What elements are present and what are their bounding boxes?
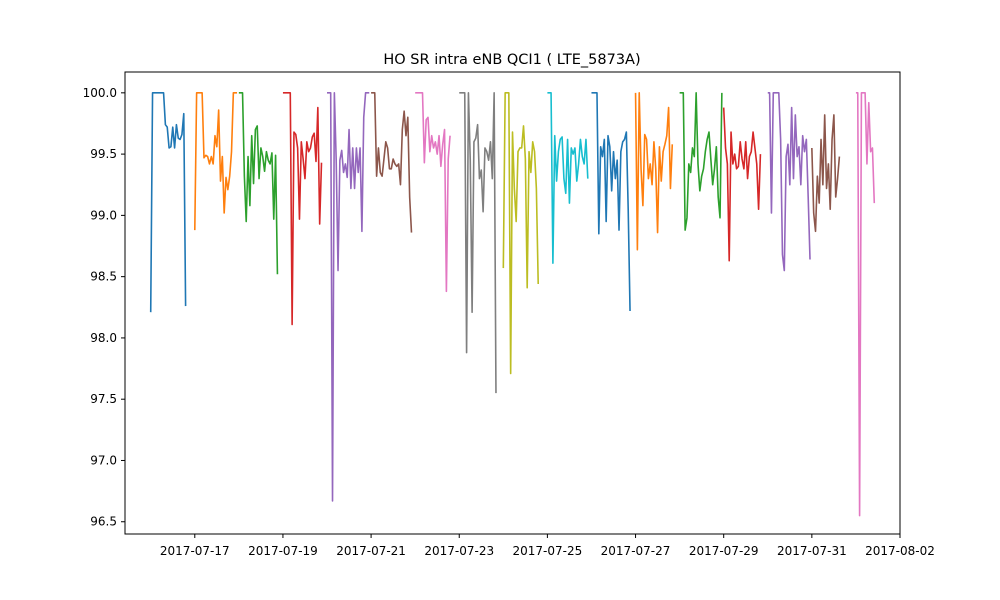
x-tick-label: 2017-07-27: [601, 544, 671, 558]
series-line-2017-07-27: [634, 92, 674, 251]
series-line-2017-07-17: [193, 92, 238, 231]
y-tick-label: 97.5: [90, 392, 117, 406]
y-tick-label: 99.5: [90, 147, 117, 161]
series-line-2017-07-22: [415, 92, 451, 293]
series-line-2017-07-20: [327, 92, 370, 502]
y-tick-label: 98.0: [90, 331, 117, 345]
x-tick-label: 2017-07-17: [160, 544, 230, 558]
series-line-2017-07-29: [722, 107, 762, 262]
y-tick-label: 98.5: [90, 270, 117, 284]
x-tick-label: 2017-07-31: [777, 544, 847, 558]
y-tick-label: 99.0: [90, 208, 117, 222]
x-tick-label: 2017-07-29: [689, 544, 759, 558]
series-line-2017-08-01: [855, 92, 876, 517]
x-tick-label: 2017-07-23: [424, 544, 494, 558]
series-line-2017-07-18: [238, 92, 279, 275]
series-line-2017-07-31: [811, 114, 841, 233]
x-axis-ticks: 2017-07-17 2017-07-19 2017-07-21 2017-07-23…: [160, 534, 935, 558]
series-line-2017-07-26: [591, 92, 631, 311]
y-tick-label: 96.5: [90, 515, 117, 529]
series-line-2017-07-28: [679, 92, 723, 231]
series-line-2017-07-25: [547, 92, 589, 264]
y-tick-label: 97.0: [90, 453, 117, 467]
series-line-2017-07-24: [502, 92, 540, 375]
series-line-2017-07-23: [459, 92, 497, 394]
series-line-2017-07-16: [149, 92, 187, 313]
x-tick-label: 2017-07-25: [513, 544, 583, 558]
series-line-2017-07-21: [371, 92, 413, 233]
x-tick-label: 2017-08-02: [865, 544, 935, 558]
y-axis-ticks: 96.5 97.0 97.5 98.0 98.5 99.0 99.5 100.0: [83, 86, 125, 529]
chart-title: HO SR intra eNB QCI1 ( LTE_5873A): [383, 52, 640, 68]
series-line-2017-07-19: [282, 92, 323, 326]
series-line-2017-07-30: [767, 92, 811, 272]
x-tick-label: 2017-07-19: [248, 544, 318, 558]
series-layer: [149, 92, 876, 517]
plot-frame: [124, 71, 901, 535]
y-tick-label: 100.0: [83, 86, 117, 100]
x-tick-label: 2017-07-21: [336, 544, 406, 558]
